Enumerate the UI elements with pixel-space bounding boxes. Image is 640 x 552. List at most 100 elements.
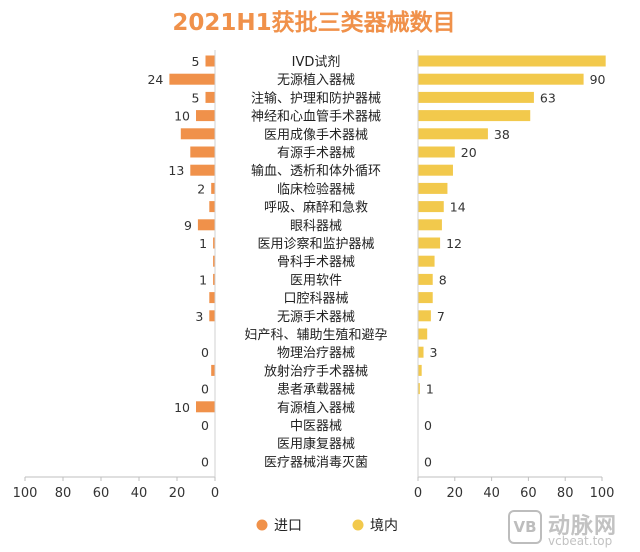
right-tick-label: 20 [447,486,464,501]
category-label: 无源植入器械 [277,73,355,88]
bar-import [211,364,215,376]
category-label: 放射治疗手术器械 [264,363,368,379]
bar-domestic [418,55,606,67]
left-tick-label: 0 [211,486,219,501]
bar-label-import: 24 [147,72,163,87]
bar-import [197,219,215,231]
bar-import [190,164,215,176]
left-tick-label: 60 [93,486,110,501]
category-label: 医疗器械消毒灭菌 [264,455,368,470]
bar-domestic [418,310,431,322]
bar-label-import: 9 [184,218,192,233]
bar-domestic [418,255,435,267]
bar-import [209,201,215,213]
bar-label-domestic: 90 [590,72,606,87]
category-label: 有源手术器械 [277,146,355,161]
category-label: IVD试剂 [292,55,341,70]
left-tick-label: 20 [169,486,186,501]
category-label: 口腔科器械 [283,292,348,307]
right-tick-label: 40 [483,486,500,501]
bar-domestic [418,91,534,103]
bar-domestic [418,364,422,376]
chart-title: 2021H1获批三类器械数目 [172,10,455,36]
bar-label-import: 5 [192,90,200,105]
bar-label-domestic: 0 [424,454,432,469]
bar-label-domestic: 14 [450,200,466,215]
category-label: 医用软件 [290,273,342,288]
bar-label-domestic: 3 [430,345,438,360]
right-tick-label: 80 [557,486,574,501]
bar-domestic [418,73,584,85]
right-tick-label: 100 [590,486,615,501]
bar-label-import: 10 [174,109,190,124]
bar-import [205,91,215,103]
bar-label-domestic: 12 [446,236,462,251]
bar-label-import: 5 [192,54,200,69]
bar-domestic [418,146,455,158]
category-label: 医用康复器械 [277,436,355,452]
legend-marker [256,519,268,531]
category-label: 医用成像手术器械 [264,128,368,143]
bar-domestic [418,346,424,358]
category-label: 输血、透析和体外循环 [251,163,381,179]
category-label: 无源手术器械 [277,310,355,325]
axes: 100 80 60 40 20 0 0 20 40 60 80 100 [13,50,615,501]
bar-label-import: 0 [201,418,209,433]
bar-domestic [418,110,531,122]
bar-label-import: 1 [199,272,207,287]
bar-domestic [418,292,433,304]
bar-label-domestic: 20 [461,145,477,160]
bar-import [209,310,215,322]
category-label: 呼吸、麻醉和急救 [264,200,368,216]
watermark-name: 动脉网 [548,514,618,539]
bar-domestic [418,219,442,231]
watermark-logo: VB 动脉网 vcbeat.top [508,508,628,548]
watermark-url: vcbeat.top [548,534,613,548]
legend: 进口 境内 [256,518,398,534]
right-tick-label: 0 [414,486,422,501]
category-label: 有源植入器械 [277,401,355,416]
left-tick-label: 80 [55,486,72,501]
bar-import [196,401,215,413]
right-tick-label: 60 [520,486,537,501]
legend-label: 境内 [370,518,398,534]
category-label: 骨科手术器械 [277,255,355,270]
category-label: 神经和心血管手术器械 [251,110,381,125]
category-label: 临床检验器械 [277,181,355,197]
bar-import [180,128,215,140]
bar-label-domestic: 8 [439,272,447,287]
left-tick-label: 100 [13,486,38,501]
bar-import [190,146,215,158]
bar-label-domestic: 63 [540,90,556,105]
bar-label-domestic: 7 [437,309,445,324]
legend-marker [352,519,364,531]
bar-import [209,292,215,304]
bar-domestic [418,273,433,285]
bar-import [169,73,215,85]
bar-label-import: 0 [201,454,209,469]
bar-domestic [418,237,441,249]
bar-label-domestic: 38 [494,127,510,142]
category-label: 眼科器械 [290,219,342,234]
left-tick-label: 40 [131,486,148,501]
bar-label-import: 3 [195,309,203,324]
bar-label-domestic: 0 [424,418,432,433]
bar-import [213,273,215,285]
watermark-badge: VB [508,510,542,544]
bar-label-import: 10 [174,400,190,415]
bar-import [211,182,215,194]
category-label: 注输、护理和防护器械 [251,90,381,106]
bar-domestic [418,328,428,340]
bar-domestic [418,383,420,395]
category-label: 中医器械 [290,419,342,434]
bar-label-import: 2 [197,181,205,196]
bar-import [205,55,215,67]
category-label: 妇产科、辅助生殖和避孕 [244,327,387,343]
category-label: 患者承载器械 [277,383,355,398]
bar-label-domestic: 1 [426,382,434,397]
category-label: 医用诊察和监护器械 [257,237,374,252]
bar-import [213,255,215,267]
bar-import [213,237,215,249]
